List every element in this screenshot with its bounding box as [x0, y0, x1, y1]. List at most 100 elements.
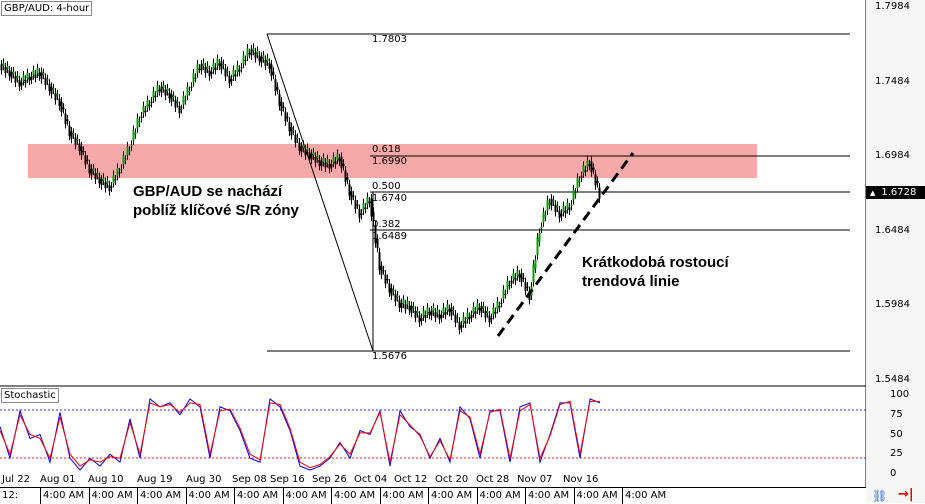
candle [328, 163, 331, 169]
scroll-bar-item[interactable]: 4:00 AM [40, 488, 84, 504]
candle [102, 177, 105, 181]
candle [252, 47, 255, 51]
candle [190, 86, 193, 88]
candle [336, 153, 339, 160]
candle [350, 191, 353, 201]
candle [498, 305, 501, 308]
candle [122, 155, 125, 165]
candle [440, 314, 443, 318]
candle [296, 137, 299, 139]
scroll-bar-item[interactable]: 4:00 AM [476, 488, 521, 504]
candle [22, 75, 25, 82]
candle [574, 192, 577, 195]
candle [104, 182, 107, 189]
candle [460, 325, 463, 328]
scroll-bar-item[interactable]: 4:00 AM [622, 488, 666, 504]
candle [340, 156, 343, 169]
candle [194, 77, 197, 79]
stoch-tick: 75 [890, 408, 903, 420]
candle [200, 64, 203, 71]
candle [398, 300, 401, 308]
candle [450, 307, 453, 316]
candle [368, 201, 371, 204]
candle [304, 149, 307, 156]
scroll-bar-item[interactable]: 4:00 AM [282, 488, 327, 504]
candle [570, 204, 573, 207]
candle [394, 294, 397, 302]
candle [342, 163, 345, 167]
candle [348, 184, 351, 196]
price-tick: 1.5984 [875, 299, 910, 311]
candle [426, 307, 429, 314]
candle [142, 106, 145, 114]
candle [120, 168, 123, 170]
shift-end-icon[interactable]: →| [898, 487, 914, 502]
candle [124, 159, 127, 161]
candle [162, 85, 165, 89]
candle [130, 144, 133, 147]
scroll-bar-item[interactable]: 4:00 AM [379, 488, 424, 504]
candle [40, 71, 43, 80]
candle [484, 310, 487, 318]
time-tick: Oct 04 [354, 474, 388, 485]
candle [196, 64, 199, 74]
uptrend-line[interactable] [496, 152, 635, 337]
scroll-bar-item[interactable]: 4:00 AM [185, 488, 230, 504]
candle [266, 58, 269, 62]
candle [250, 49, 253, 56]
candle [4, 67, 7, 74]
candle [566, 203, 569, 210]
scroll-bar-item[interactable]: 4:00 AM [88, 488, 133, 504]
fibonacci-retracement[interactable] [266, 33, 850, 352]
candle [210, 71, 213, 75]
candle [126, 146, 129, 156]
candle [406, 300, 409, 305]
candle [10, 71, 13, 79]
candle [54, 92, 57, 101]
candle [490, 317, 493, 320]
candle [158, 89, 161, 92]
candle [144, 110, 147, 113]
price-axis[interactable] [866, 0, 925, 503]
candle [318, 159, 321, 166]
sync-link-icon[interactable]: ⛓ [872, 489, 888, 503]
scroll-bar-item[interactable]: 4:00 AM [137, 488, 181, 504]
candle [62, 107, 65, 110]
candle [582, 165, 585, 174]
time-tick: Aug 10 [88, 474, 124, 485]
candle [310, 153, 313, 160]
candle [428, 311, 431, 315]
candle [156, 85, 159, 93]
chart-area[interactable] [0, 0, 866, 487]
scroll-bar-item[interactable]: 4:00 AM [573, 488, 618, 504]
candle [236, 65, 239, 73]
candle [146, 100, 149, 108]
scroll-bar-item[interactable]: 4:00 AM [428, 488, 472, 504]
candle [374, 225, 377, 244]
candle [244, 60, 247, 62]
candle [290, 126, 293, 136]
fib-ratio-label: 0.500 [372, 181, 401, 192]
scroll-bar-item[interactable]: 4:00 AM [331, 488, 375, 504]
candle [504, 294, 507, 296]
scroll-bar-item[interactable]: 4:00 AM [234, 488, 278, 504]
time-scroll-bar[interactable]: 12: 4:00 AM 4:00 AM 4:00 AM 4:00 AM 4:00 AM 4… [0, 487, 866, 504]
price-series [0, 43, 601, 335]
candle [380, 265, 383, 275]
candle [168, 92, 171, 99]
candle [496, 301, 499, 309]
candle [134, 132, 137, 135]
fib-ratio-label: 0.618 [372, 144, 401, 155]
candle [312, 152, 315, 156]
candle [404, 304, 407, 310]
chart-title: GBP/AUD: 4-hour [1, 1, 93, 16]
candle [0, 64, 3, 71]
candle [2, 62, 5, 66]
candle [524, 282, 527, 292]
candle [16, 75, 19, 79]
time-tick: Nov 07 [517, 474, 553, 485]
candle [536, 237, 539, 256]
candle [86, 159, 89, 161]
price-tick: 1.7984 [875, 1, 910, 12]
scroll-bar-item[interactable]: 4:00 AM [525, 488, 569, 504]
